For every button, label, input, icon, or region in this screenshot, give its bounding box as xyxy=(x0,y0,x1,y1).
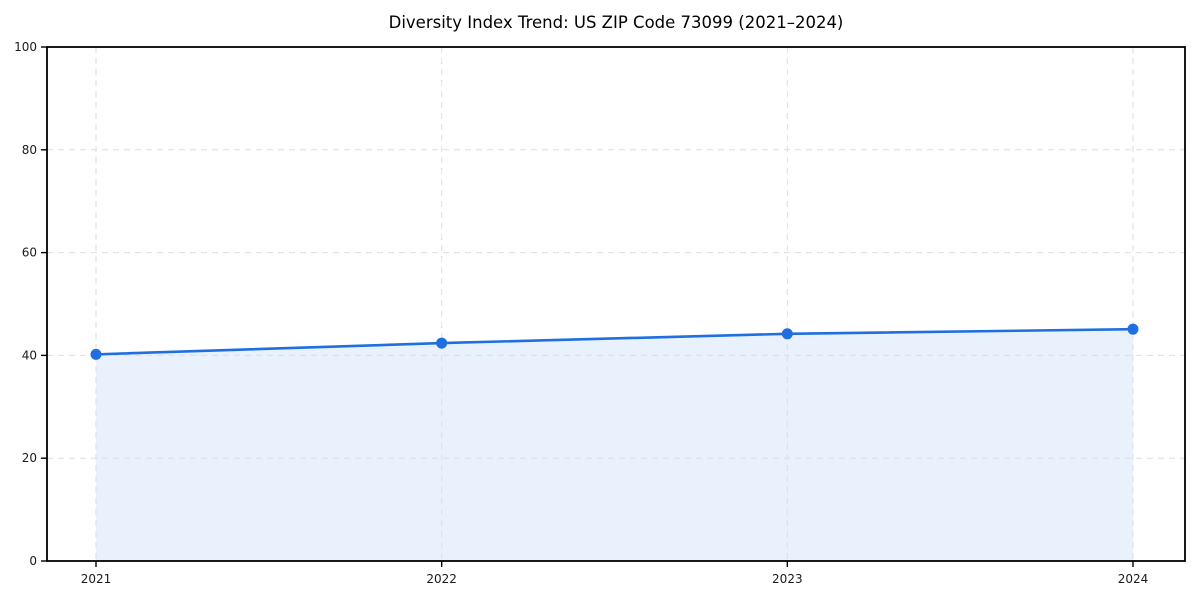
data-point-marker xyxy=(1127,323,1139,335)
data-point-marker xyxy=(781,328,793,340)
grid-lines xyxy=(47,47,1185,561)
data-point-marker xyxy=(90,348,102,360)
x-tick-label: 2022 xyxy=(426,572,457,586)
trend-line xyxy=(94,327,1135,356)
data-point-marker xyxy=(436,337,448,349)
tick-marks xyxy=(41,46,1134,567)
area-fill xyxy=(96,329,1133,561)
y-tick-label: 60 xyxy=(22,246,37,260)
y-tick-label: 20 xyxy=(22,451,37,465)
axis-spines xyxy=(46,46,1186,562)
y-tick-label: 80 xyxy=(22,143,37,157)
y-tick-label: 100 xyxy=(14,40,37,54)
y-tick-label: 40 xyxy=(22,348,37,362)
x-tick-label: 2021 xyxy=(81,572,112,586)
x-tick-label: 2024 xyxy=(1118,572,1149,586)
y-tick-label: 0 xyxy=(29,554,37,568)
x-tick-label: 2023 xyxy=(772,572,803,586)
tick-labels: 0 20 40 60 80 100 2021 2022 2023 2024 xyxy=(14,40,1148,586)
chart-title: Diversity Index Trend: US ZIP Code 73099… xyxy=(388,13,844,32)
